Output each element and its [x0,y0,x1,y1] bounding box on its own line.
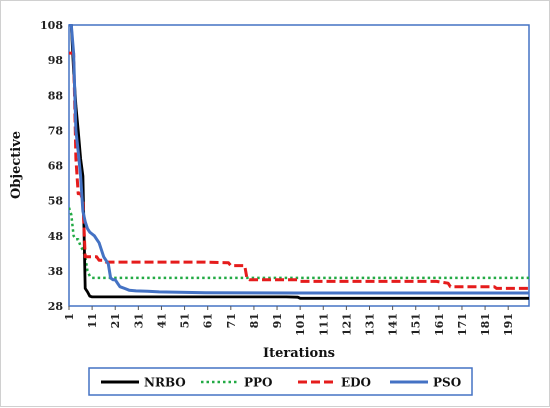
y-tick-label: 88 [48,89,64,102]
x-tick-label: 91 [271,313,284,328]
x-tick-label: 191 [502,313,515,336]
series-line-pso [69,24,529,295]
x-tick-label: 121 [340,313,353,336]
x-axis-ticks: 1 11 21 31 41 51 61 71 81 91 101 111 121 131 141 151 161… [63,306,515,336]
legend-label-edo: EDO [341,376,371,390]
x-tick-label: 71 [225,313,238,328]
x-tick-label: 31 [132,313,145,328]
y-tick-label: 28 [48,300,64,313]
series-line-ppo [69,207,529,280]
series-line-edo [69,51,529,290]
y-axis-ticks: 28 38 48 58 68 78 88 98 108 [40,19,63,313]
y-tick-label: 108 [40,19,63,32]
x-tick-label: 51 [179,313,192,328]
x-tick-label: 81 [248,313,261,328]
y-axis-label: Objective [9,131,24,199]
plot-area [68,24,530,307]
legend-label-ppo: PPO [244,376,273,390]
x-tick-label: 171 [456,313,469,336]
x-tick-label: 111 [317,313,330,336]
y-tick-label: 58 [48,195,64,208]
x-tick-label: 1 [63,313,76,321]
x-tick-label: 21 [109,313,122,328]
y-tick-label: 48 [48,230,64,243]
y-tick-label: 68 [48,160,64,173]
y-tick-label: 78 [48,124,64,137]
x-tick-label: 131 [364,313,377,336]
series-line-nrbo [69,24,529,300]
legend: NRBO PPO EDO PSO [101,376,461,390]
x-tick-label: 11 [86,313,99,328]
legend-label-nrbo: NRBO [144,376,186,390]
legend-label-pso: PSO [433,376,461,390]
x-tick-label: 151 [410,313,423,336]
y-tick-label: 98 [48,54,64,67]
y-tick-label: 38 [48,265,64,278]
x-tick-label: 101 [294,313,307,336]
x-tick-label: 161 [433,313,446,336]
x-tick-label: 61 [202,313,215,328]
x-tick-label: 141 [387,313,400,336]
x-axis-label: Iterations [263,346,335,361]
x-tick-label: 181 [479,313,492,336]
x-tick-label: 41 [155,313,168,328]
series-layer [69,24,529,300]
